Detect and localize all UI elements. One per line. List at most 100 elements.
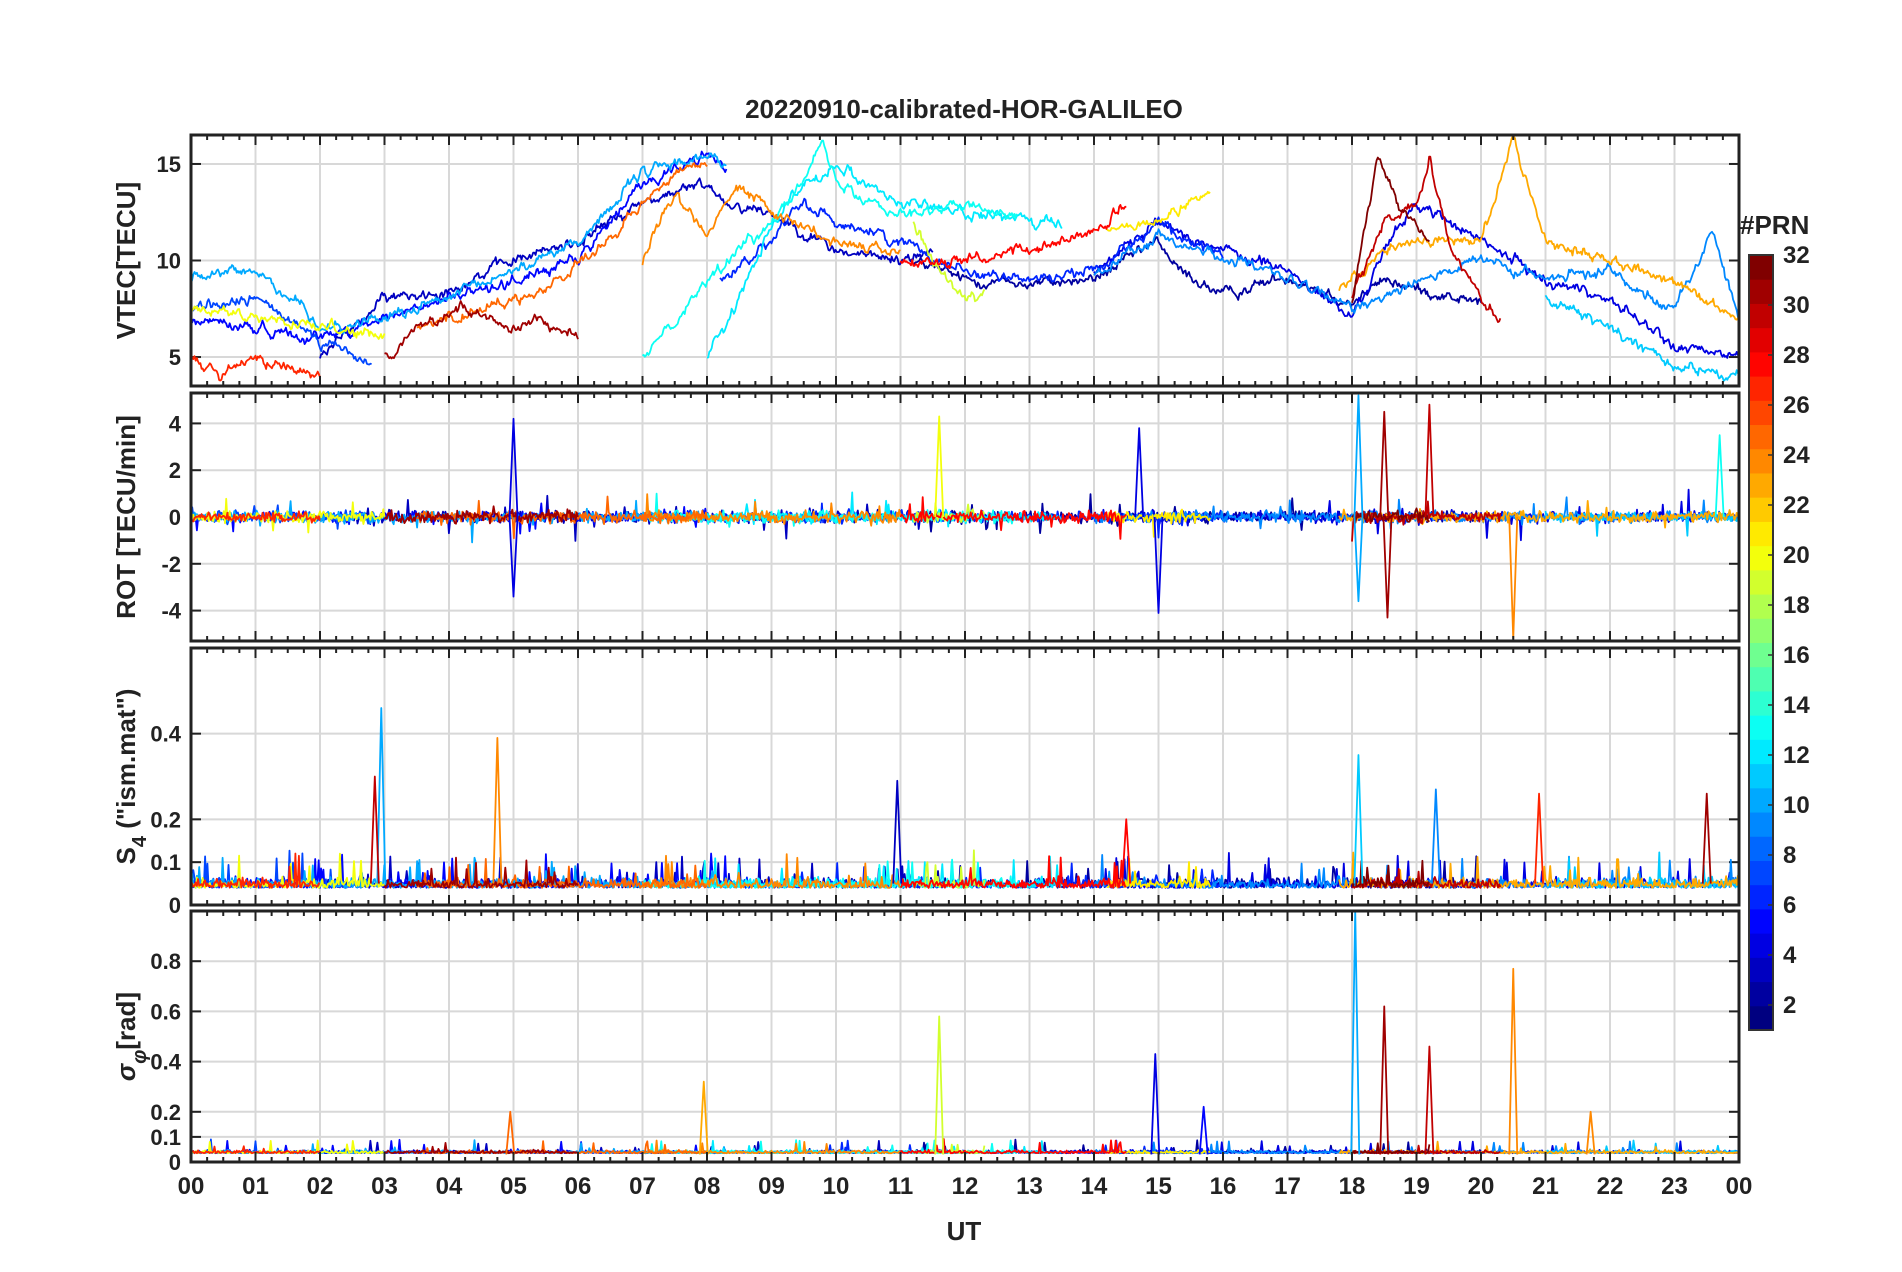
colorbar-tick-label: 10 [1783, 792, 1810, 819]
x-tick-label: 23 [1661, 1173, 1688, 1200]
trace-prn-6 [719, 197, 1224, 283]
trace-prn-11 [1544, 294, 1739, 382]
panel-frame [189, 133, 1741, 388]
trace-prn-20 [191, 497, 386, 534]
y-tick-label: -4 [161, 599, 181, 624]
spike-prn-23 [698, 1080, 709, 1155]
colorbar-segment [1749, 836, 1773, 861]
colorbar-segment [1749, 957, 1773, 983]
colorbar-segment [1749, 545, 1773, 571]
y-tick-label: 0.1 [150, 1125, 181, 1150]
y-label-main: σ [111, 1062, 141, 1081]
x-tick-label: 03 [371, 1173, 398, 1200]
colorbar-segment [1749, 763, 1773, 789]
colorbar-segment [1749, 448, 1773, 474]
y-tick-label: 4 [169, 411, 182, 436]
colorbar-tick-label: 6 [1783, 892, 1796, 919]
traces-rot [191, 394, 1739, 640]
y-tick-label: 0.2 [150, 1100, 181, 1125]
trace-prn-24 [641, 184, 901, 266]
x-tick-label: 20 [1468, 1173, 1495, 1200]
panel-vtec: 5 10 15 VTEC[TECU] [111, 133, 1741, 388]
x-tick-label: 21 [1532, 1173, 1559, 1200]
x-tick-label: 14 [1081, 1173, 1108, 1200]
spike-prn-25 [505, 1110, 516, 1155]
spike-prn-30 [369, 775, 380, 884]
colorbar-segment [1749, 327, 1773, 353]
colorbar-segment [1749, 303, 1773, 329]
x-tick-label: 17 [1274, 1173, 1301, 1200]
spike-prn-4 [1153, 516, 1164, 614]
colorbar-tick-label: 30 [1783, 292, 1810, 319]
y-tick-label: 10 [157, 249, 181, 274]
x-tick-label: 08 [694, 1173, 721, 1200]
trace-prn-23 [1338, 135, 1739, 321]
y-label-main: S [111, 847, 141, 864]
colorbar-label: #PRN [1740, 210, 1809, 240]
trace-prn-32 [1351, 156, 1431, 304]
chart-title: 20220910-calibrated-HOR-GALILEO [745, 94, 1183, 124]
colorbar-segment [1749, 424, 1773, 450]
x-axis-label: UT [947, 1216, 982, 1246]
colorbar-tick-label: 28 [1783, 342, 1810, 369]
y-tick-label: 0.2 [150, 807, 181, 832]
colorbar-segment [1749, 472, 1773, 498]
colorbar-segment [1749, 812, 1773, 837]
y-axis-label-sigma_phi: σφ[rad] [111, 992, 151, 1081]
y-tick-label: 15 [157, 152, 181, 177]
traces-sigma_phi [191, 911, 1739, 1155]
colorbar-tick-label: 12 [1783, 742, 1810, 769]
colorbar-segment [1749, 690, 1773, 716]
colorbar-segment [1749, 279, 1773, 304]
trace-prn-20 [191, 305, 386, 340]
colorbar-segment [1749, 666, 1773, 692]
trace-prn-27 [191, 510, 321, 524]
y-tick-label: 2 [169, 458, 181, 483]
x-tick-label: 00 [1726, 1173, 1753, 1200]
x-tick-label: 10 [823, 1173, 850, 1200]
trace-prn-28 [899, 1138, 1127, 1155]
y-tick-label: 0 [169, 505, 181, 530]
spike-prn-20 [934, 415, 945, 518]
trace-prn-9 [1093, 228, 1739, 322]
spike-prn-24 [492, 737, 503, 884]
colorbar-segment [1749, 1005, 1773, 1031]
colorbar-tick-label: 14 [1783, 692, 1810, 719]
spike-prn-10 [1350, 911, 1361, 1155]
y-tick-label: 0 [169, 893, 181, 918]
spike-prn-24 [1585, 1110, 1596, 1155]
spike-prn-3 [892, 779, 903, 884]
spike-prn-13 [1714, 434, 1725, 518]
trace-prn-5 [191, 150, 728, 345]
y-tick-label: 0.8 [150, 949, 181, 974]
colorbar-segment [1749, 376, 1773, 401]
spike-prn-9 [1430, 788, 1441, 884]
trace-prn-31 [383, 856, 579, 889]
colorbar-segment [1749, 400, 1773, 426]
trace-prn-30 [1351, 155, 1502, 323]
x-tick-label: 02 [307, 1173, 334, 1200]
y-tick-label: 0.6 [150, 999, 181, 1024]
x-tick-label: 00 [178, 1173, 205, 1200]
colorbar-tick-label: 22 [1783, 492, 1810, 519]
y-label-subscript: φ [129, 1050, 151, 1064]
panel-s4: 00.10.20.4S4 ("ism.mat") [111, 646, 1741, 918]
x-tick-label: 22 [1597, 1173, 1624, 1200]
spike-prn-19 [934, 1015, 945, 1155]
colorbar-tick-label: 24 [1783, 442, 1810, 469]
colorbar-tick-label: 2 [1783, 992, 1796, 1019]
spike-prn-28 [1121, 818, 1132, 884]
x-tick-label: 11 [888, 1173, 913, 1200]
colorbar-segment [1749, 521, 1773, 547]
x-tick-label: 09 [758, 1173, 785, 1200]
colorbar-segment [1749, 594, 1773, 619]
y-tick-label: 0.1 [150, 850, 181, 875]
trace-prn-27 [191, 852, 321, 889]
colorbar-segment [1749, 860, 1773, 886]
trace-prn-13 [642, 139, 1018, 358]
colorbar-segment [1749, 618, 1773, 643]
x-tick-label: 07 [629, 1173, 656, 1200]
colorbar-segment [1749, 351, 1773, 377]
